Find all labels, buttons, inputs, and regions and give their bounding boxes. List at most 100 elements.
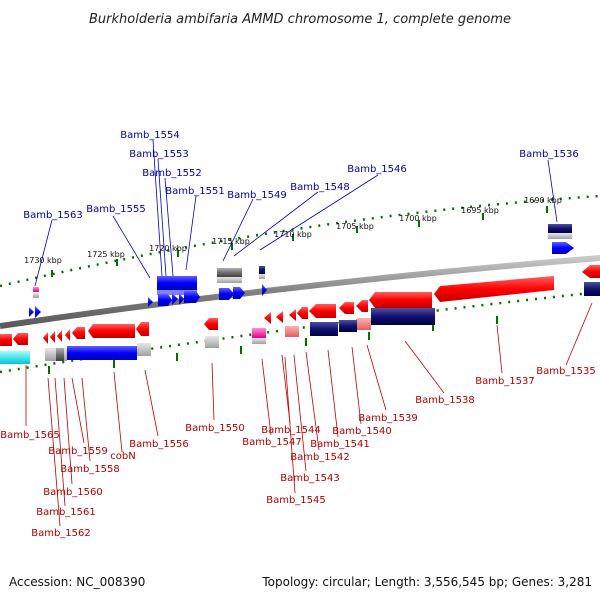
gene-arrow (88, 324, 135, 338)
gene-box (259, 274, 265, 279)
scale-label: 1715 kbp (212, 237, 250, 246)
gene-arrow (158, 294, 172, 306)
gene-box (217, 268, 242, 277)
gene-arrow (276, 311, 283, 323)
gene-label: Bamb_1538 (415, 395, 475, 406)
gene-box (548, 224, 572, 233)
top-leader-lines (34, 139, 558, 287)
gene-box (339, 320, 357, 332)
gene-arrow (179, 293, 184, 305)
scale-major-ticks (48, 206, 548, 374)
gene-arrow (57, 330, 62, 342)
gene-label: Bamb_1565 (0, 430, 60, 441)
gene-box (217, 277, 242, 283)
gene-arrow (72, 327, 85, 339)
gene-box (205, 336, 219, 348)
gene-label: Bamb_1552 (142, 168, 202, 179)
gene-box (310, 322, 338, 336)
gene-label: Bamb_1539 (358, 413, 418, 424)
gene-box (357, 318, 371, 330)
gene-label: Bamb_1554 (120, 130, 180, 141)
gene-arrow (434, 276, 554, 302)
gene-arrow (552, 242, 574, 254)
gene-box (0, 351, 30, 364)
gene-label: Bamb_1562 (31, 528, 91, 539)
gene-box (67, 346, 137, 360)
gene-arrow (43, 332, 48, 344)
scale-label: 1720 kbp (149, 244, 187, 253)
gene-label: Bamb_1558 (60, 464, 120, 475)
gene-label: Bamb_1537 (475, 376, 535, 387)
gene-label: Bamb_1544 (261, 425, 321, 436)
map-title: Burkholderia ambifaria AMMD chromosome 1… (89, 12, 511, 27)
gene-arrow (0, 334, 12, 346)
forward-strand-genes (29, 224, 574, 318)
gene-box (371, 308, 435, 325)
gene-arrow (13, 333, 28, 345)
top-gene-labels: Bamb_1554 Bamb_1553 Bamb_1552 Bamb_1551 … (23, 130, 579, 221)
gene-label: Bamb_1547 (242, 437, 302, 448)
gene-label: Bamb_1541 (310, 439, 370, 450)
gene-arrow (582, 265, 600, 278)
gene-box (56, 348, 64, 361)
gene-label: Bamb_1551 (165, 186, 225, 197)
scale-label: 1690 kbp (524, 196, 562, 205)
scale-track-outer (0, 194, 600, 288)
gene-box (33, 287, 39, 292)
gene-label: Bamb_1549 (227, 190, 287, 201)
gene-label: Bamb_1540 (332, 426, 392, 437)
genome-summary-text: Topology: circular; Length: 3,556,545 bp… (261, 575, 592, 589)
gene-arrow (289, 309, 296, 321)
gene-box (33, 293, 39, 298)
gene-box (157, 276, 197, 290)
gene-box (259, 266, 265, 274)
gene-label: Bamb_1546 (347, 164, 407, 175)
gene-label: Bamb_1543 (280, 473, 340, 484)
gene-label: Bamb_1542 (290, 452, 350, 463)
scale-labels: 1730 kbp 1725 kbp 1720 kbp 1715 kbp 1710… (24, 196, 562, 265)
gene-arrow (262, 284, 267, 296)
gene-box (252, 338, 266, 344)
gene-label: Bamb_1536 (519, 149, 579, 160)
gene-arrow (50, 331, 55, 343)
gene-label: Bamb_1555 (86, 204, 146, 215)
gene-arrow (297, 307, 308, 319)
gene-arrow (339, 302, 354, 314)
gene-label: Bamb_1553 (129, 149, 189, 160)
gene-arrow (219, 288, 234, 300)
scale-label: 1705 kbp (336, 222, 374, 231)
gene-arrow (148, 297, 153, 307)
gene-label: Bamb_1559 (48, 446, 108, 457)
gene-arrow (233, 287, 245, 299)
gene-box (285, 326, 299, 337)
gene-arrow (136, 322, 149, 336)
gene-arrow (184, 291, 200, 303)
scale-label: 1710 kbp (274, 230, 312, 239)
gene-arrow (369, 292, 432, 308)
gene-arrow (29, 307, 34, 317)
gene-box (252, 328, 266, 338)
gene-label: Bamb_1545 (266, 495, 326, 506)
accession-text: Accession: NC_008390 (9, 575, 145, 589)
gene-label: Bamb_1561 (36, 507, 96, 518)
gene-arrow (204, 318, 218, 330)
gene-box (548, 233, 572, 239)
gene-arrow (35, 306, 41, 318)
gene-label: Bamb_1560 (43, 487, 103, 498)
genome-backbone (0, 255, 600, 329)
gene-arrow (356, 300, 368, 312)
gene-box (137, 343, 151, 356)
reverse-strand-genes (0, 265, 600, 364)
bottom-leader-lines (25, 302, 593, 527)
gene-label: Bamb_1563 (23, 210, 83, 221)
scale-label: 1725 kbp (87, 250, 125, 259)
scale-label: 1730 kbp (24, 256, 62, 265)
scale-label: 1695 kbp (461, 206, 499, 215)
bottom-gene-labels: Bamb_1565 Bamb_1559 Bamb_1558 cobN Bamb_… (0, 366, 596, 539)
gene-arrow (309, 304, 336, 318)
gene-label: cobN (110, 451, 135, 462)
gene-arrow (172, 293, 178, 305)
gene-arrow (264, 312, 271, 324)
gene-label: Bamb_1550 (185, 423, 245, 434)
